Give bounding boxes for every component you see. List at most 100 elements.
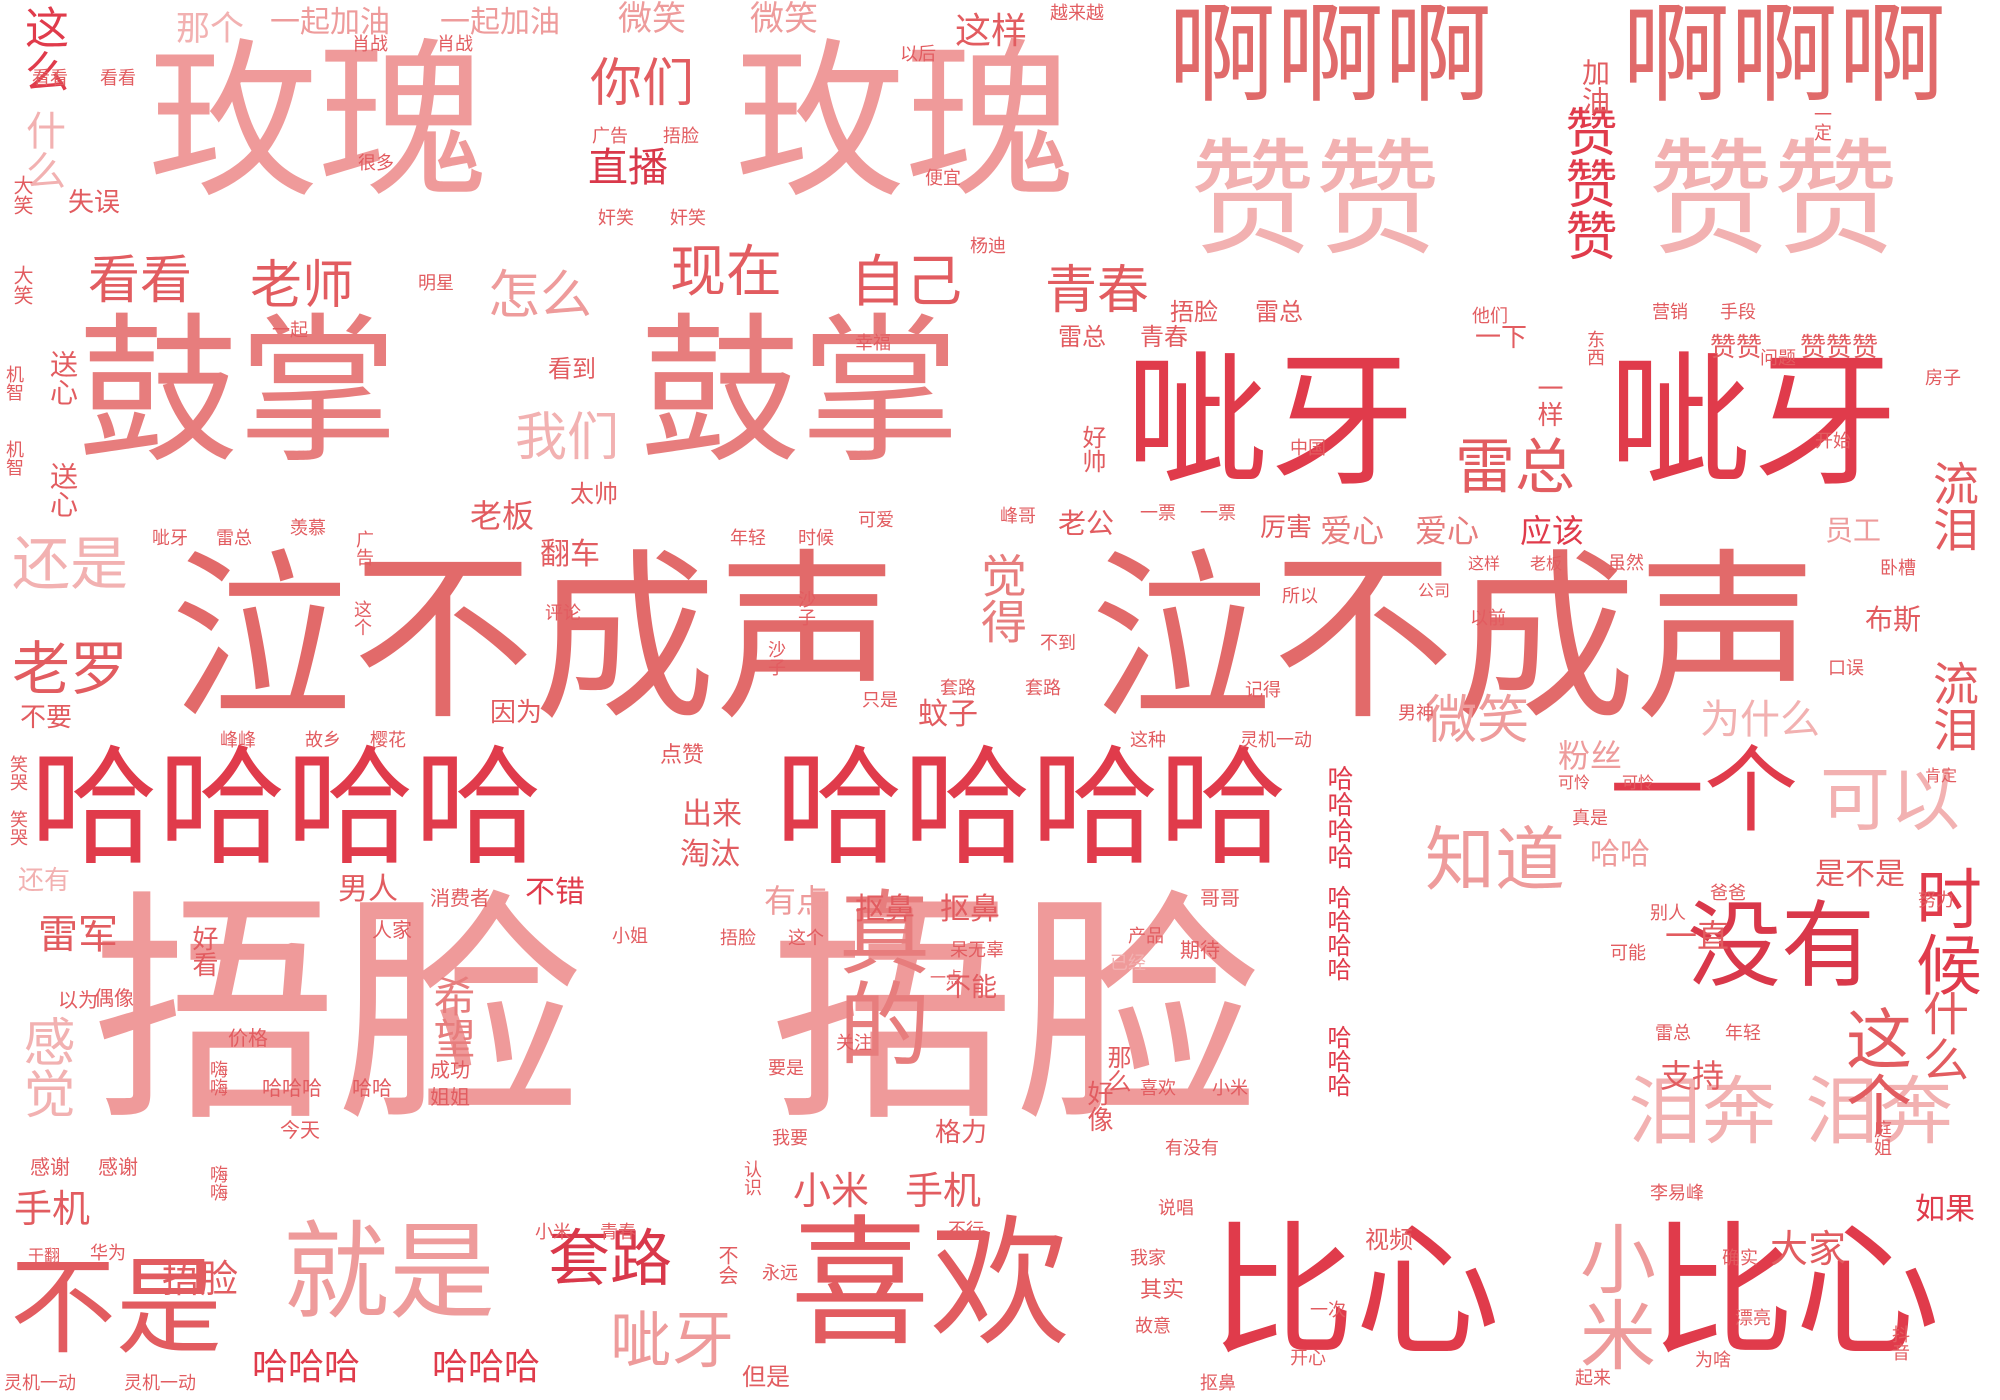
word-33: 流泪 — [1926, 460, 1980, 552]
word-43: 怎么 — [488, 266, 593, 326]
word-170: 为啥 — [1695, 1350, 1731, 1371]
word-211: 羡慕 — [290, 518, 326, 539]
word-28: 泪奔 — [1805, 1069, 1953, 1155]
word-76: 这么 — [17, 5, 68, 93]
word-42: 老师 — [250, 256, 355, 316]
word-67: 哈哈 — [1590, 837, 1650, 872]
word-25: 可以 — [1820, 759, 1960, 841]
word-140: 期待 — [1180, 938, 1220, 962]
word-153: 说唱 — [1158, 1198, 1194, 1219]
word-126: 姐姐 — [430, 1085, 470, 1109]
word-78: 那个 — [176, 9, 244, 49]
word-129: 哈哈 — [352, 1076, 392, 1100]
word-60: 手机 — [14, 1187, 91, 1231]
word-147: 努力 — [1918, 890, 1954, 911]
word-64: 如果 — [1915, 1192, 1975, 1227]
word-231: 口误 — [1828, 658, 1864, 679]
word-157: 不行 — [948, 1220, 984, 1241]
word-59: 捂脸 — [162, 1257, 239, 1301]
word-173: 一次 — [1310, 1300, 1346, 1321]
word-120: 好帅 — [1078, 425, 1106, 473]
word-68: 是不是 — [1815, 857, 1905, 892]
word-239: 樱花 — [370, 730, 406, 751]
word-172: 抖音 — [1889, 1325, 1910, 1361]
word-167: 抠鼻 — [1200, 1373, 1236, 1394]
word-148: 雷总 — [1655, 1023, 1691, 1044]
word-45: 直播 — [588, 145, 668, 191]
word-205: 问题 — [1760, 348, 1796, 369]
word-72: 淘汰 — [680, 837, 740, 872]
word-22: 没有 — [1687, 892, 1876, 1001]
word-73: 出来 — [682, 797, 742, 832]
word-2: 捂脸 — [770, 870, 1260, 1155]
word-56: 雷军 — [38, 912, 118, 958]
word-66: 一直 — [1665, 917, 1730, 955]
word-139: 哥哥 — [1200, 886, 1240, 910]
word-12: 呲牙 — [1608, 338, 1898, 507]
word-112: 好像 — [1083, 1080, 1113, 1132]
word-99: 员工 — [1825, 514, 1882, 547]
word-105: 不要 — [20, 703, 73, 733]
word-8: 玫瑰 — [735, 24, 1076, 222]
word-208: 开始 — [1815, 431, 1851, 452]
word-247: 笑哭 — [7, 755, 28, 791]
word-216: 峰哥 — [1000, 506, 1036, 527]
word-37: 呲牙 — [610, 1304, 735, 1377]
word-83: 这样 — [955, 11, 1028, 52]
word-18: 啊啊啊 — [1168, 0, 1493, 118]
word-92: 青春 — [1140, 323, 1188, 351]
word-5: 鼓掌 — [78, 298, 399, 485]
word-79: 一起加油 — [270, 5, 390, 40]
word-113: 那么 — [1103, 1045, 1131, 1093]
word-85: 加油 — [1578, 58, 1611, 114]
word-29: 小米 — [1567, 1220, 1656, 1372]
word-71: 抠鼻 — [940, 892, 1000, 927]
word-180: 庭姐 — [1871, 1120, 1892, 1156]
word-204: 东西 — [1584, 330, 1605, 366]
word-230: 不到 — [1040, 633, 1076, 654]
word-23: 一个 — [1610, 737, 1799, 846]
word-57: 哈哈哈 — [252, 1347, 361, 1388]
word-152: 有没有 — [1165, 1138, 1219, 1159]
word-88: 老板 — [470, 497, 535, 535]
word-194: 大笑 — [10, 175, 34, 215]
word-69: 有点 — [764, 882, 829, 920]
word-30: 时候 — [1905, 865, 1982, 997]
word-10: 哈哈哈哈 — [775, 734, 1288, 883]
word-199: 营销 — [1652, 302, 1688, 323]
word-233: 套路 — [1025, 678, 1061, 699]
word-13: 赞赞 — [1190, 128, 1440, 273]
word-47: 雷总 — [1455, 433, 1575, 503]
word-31: 这个 — [1835, 1005, 1912, 1137]
word-40: 青春 — [1045, 261, 1150, 321]
word-19: 啊啊啊 — [1622, 0, 1947, 118]
word-131: 偶像 — [94, 986, 134, 1010]
word-234: 记得 — [1245, 680, 1281, 701]
word-191: 奸笑 — [598, 208, 634, 229]
word-193: 杨迪 — [970, 236, 1006, 257]
word-107: 好看 — [188, 925, 218, 977]
word-133: 人家 — [372, 918, 412, 942]
word-214: 时候 — [798, 528, 834, 549]
word-96: 爱心 — [1320, 512, 1385, 550]
word-137: 小姐 — [612, 926, 648, 947]
word-74: 男人 — [338, 872, 398, 907]
word-198: 他们 — [1472, 306, 1508, 327]
word-15: 比心 — [1210, 1208, 1500, 1377]
word-168: 开心 — [1290, 1348, 1326, 1369]
word-174: 我要 — [772, 1128, 808, 1149]
word-235: 只是 — [862, 690, 898, 711]
word-94: 雷总 — [1255, 298, 1303, 326]
word-97: 爱心 — [1415, 512, 1480, 550]
word-203: 幸福 — [855, 333, 891, 354]
word-34: 流泪 — [1926, 660, 1980, 752]
word-149: 年轻 — [1725, 1023, 1761, 1044]
word-65: 支持 — [1660, 1057, 1725, 1095]
word-227: 这个 — [351, 600, 372, 636]
word-127: 成功 — [430, 1058, 470, 1082]
word-1: 捂脸 — [92, 870, 582, 1155]
word-200: 手段 — [1720, 302, 1756, 323]
word-210: 雷总 — [216, 528, 252, 549]
word-232: 套路 — [940, 678, 976, 699]
word-87: 翻车 — [540, 537, 600, 572]
